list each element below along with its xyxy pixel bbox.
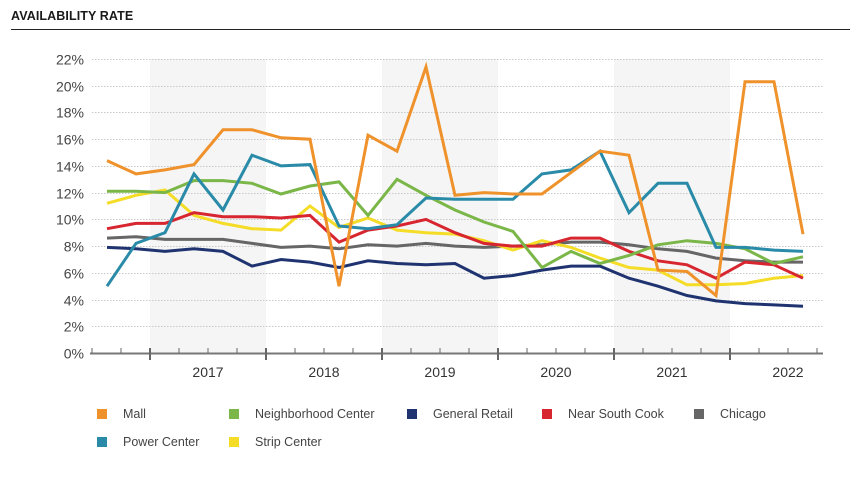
- y-tick-label: 22%: [56, 52, 84, 68]
- y-tick-label: 16%: [56, 132, 84, 148]
- legend-label: Power Center: [123, 435, 200, 449]
- y-tick-label: 12%: [56, 186, 84, 202]
- y-tick-label: 20%: [56, 79, 84, 95]
- x-year-label: 2021: [656, 364, 687, 380]
- series-lines: [105, 61, 805, 308]
- shaded-band-2021: [614, 59, 730, 353]
- legend-swatch: [542, 409, 552, 419]
- y-tick-label: 14%: [56, 159, 84, 175]
- legend-label: General Retail: [433, 407, 513, 421]
- x-year-label: 2020: [540, 364, 571, 380]
- legend-label: Near South Cook: [568, 407, 664, 421]
- year-bands: [150, 59, 730, 353]
- series-line-power-center: [105, 149, 804, 288]
- series-line-neighborhood-center: [107, 177, 804, 270]
- series-line-near-south-cook: [106, 211, 804, 280]
- legend-swatch: [97, 437, 107, 447]
- x-year-label: 2019: [424, 364, 455, 380]
- x-year-label: 2017: [192, 364, 223, 380]
- legend-swatch: [97, 409, 107, 419]
- title-divider: [11, 29, 850, 30]
- line-chart: 0% 2% 4% 6% 8% 10% 12% 14% 16% 18% 20% 22% 2017 2018…: [56, 52, 823, 380]
- legend-item-near-south-cook[interactable]: Near South Cook: [542, 407, 664, 421]
- x-axis: 2017 2018 2019 2020 2021 2022: [90, 348, 823, 380]
- y-tick-label: 10%: [56, 212, 84, 228]
- x-year-label: 2018: [308, 364, 339, 380]
- y-tick-label: 4%: [64, 293, 84, 309]
- legend-item-strip-center[interactable]: Strip Center: [229, 435, 322, 449]
- legend-swatch: [407, 409, 417, 419]
- chart-title: AVAILABILITY RATE: [11, 9, 134, 23]
- gridlines: [92, 59, 823, 327]
- series-line-chicago: [106, 235, 803, 264]
- legend-item-mall[interactable]: Mall: [97, 407, 146, 421]
- legend-label: Neighborhood Center: [255, 407, 375, 421]
- legend-item-neighborhood-center[interactable]: Neighborhood Center: [229, 407, 375, 421]
- series-line-general-retail: [106, 245, 804, 308]
- legend-item-power-center[interactable]: Power Center: [97, 435, 199, 449]
- legend-label: Chicago: [720, 407, 766, 421]
- y-tick-label: 2%: [64, 319, 84, 335]
- x-year-label: 2022: [772, 364, 803, 380]
- shaded-band-2019: [382, 59, 498, 353]
- shaded-band-2017: [150, 59, 266, 353]
- legend-swatch: [694, 409, 704, 419]
- y-tick-label: 8%: [64, 239, 84, 255]
- y-tick-label: 18%: [56, 105, 84, 121]
- series-line-mall: [106, 61, 805, 299]
- legend-swatch: [229, 437, 239, 447]
- legend-item-general-retail[interactable]: General Retail: [407, 407, 513, 421]
- y-tick-label: 0%: [64, 346, 84, 362]
- legend-label: Strip Center: [255, 435, 322, 449]
- legend-swatch: [229, 409, 239, 419]
- y-tick-label: 6%: [64, 266, 84, 282]
- legend-item-chicago[interactable]: Chicago: [694, 407, 766, 421]
- legend-label: Mall: [123, 407, 146, 421]
- y-axis-ticks: 0% 2% 4% 6% 8% 10% 12% 14% 16% 18% 20% 22%: [56, 52, 84, 362]
